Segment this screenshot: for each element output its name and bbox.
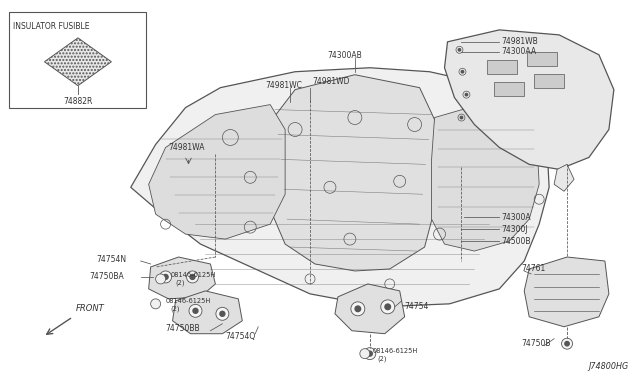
- Text: 74761: 74761: [521, 264, 545, 273]
- Polygon shape: [445, 30, 614, 169]
- Text: 74300J: 74300J: [501, 225, 528, 234]
- Circle shape: [381, 300, 395, 314]
- Text: 74300AA: 74300AA: [501, 47, 536, 56]
- Circle shape: [150, 299, 161, 309]
- Text: INSULATOR FUSIBLE: INSULATOR FUSIBLE: [13, 22, 90, 31]
- Circle shape: [156, 274, 166, 284]
- Text: 74750BB: 74750BB: [166, 324, 200, 333]
- Text: J74800HG: J74800HG: [589, 362, 629, 371]
- Polygon shape: [148, 105, 285, 239]
- Circle shape: [355, 306, 361, 312]
- Circle shape: [190, 275, 195, 279]
- Text: 74981WD: 74981WD: [312, 77, 349, 86]
- Text: 74750BA: 74750BA: [89, 272, 124, 282]
- Text: 74300AB: 74300AB: [328, 51, 362, 60]
- Text: 74981WC: 74981WC: [265, 81, 302, 90]
- Polygon shape: [148, 257, 216, 299]
- Circle shape: [351, 302, 365, 316]
- Text: FRONT: FRONT: [76, 304, 105, 313]
- Circle shape: [360, 349, 370, 359]
- Circle shape: [465, 93, 468, 96]
- Bar: [487, 60, 517, 74]
- Circle shape: [193, 308, 198, 313]
- Text: 74882R: 74882R: [63, 97, 93, 106]
- Bar: [534, 74, 564, 88]
- Text: 08146-6125H: 08146-6125H: [171, 272, 216, 278]
- Bar: [527, 52, 557, 66]
- Text: 74754Q: 74754Q: [225, 332, 255, 341]
- Bar: [494, 82, 524, 96]
- Polygon shape: [335, 284, 404, 334]
- Polygon shape: [9, 12, 146, 108]
- Circle shape: [216, 307, 229, 320]
- Polygon shape: [44, 38, 111, 86]
- Circle shape: [189, 304, 202, 317]
- Polygon shape: [173, 291, 243, 334]
- Circle shape: [163, 275, 168, 279]
- Circle shape: [364, 348, 376, 360]
- Polygon shape: [131, 68, 549, 307]
- Circle shape: [561, 338, 573, 349]
- Text: 74300A: 74300A: [501, 213, 531, 222]
- Text: 08146-6125H: 08146-6125H: [372, 348, 418, 354]
- Circle shape: [159, 271, 172, 283]
- Text: 74981WB: 74981WB: [501, 37, 538, 46]
- Text: 08146-6125H: 08146-6125H: [166, 298, 211, 304]
- Circle shape: [367, 351, 372, 356]
- Circle shape: [186, 271, 198, 283]
- Text: (2): (2): [378, 355, 387, 362]
- Circle shape: [220, 311, 225, 316]
- Circle shape: [461, 71, 463, 73]
- Circle shape: [385, 304, 390, 310]
- Polygon shape: [554, 164, 574, 191]
- Text: 74754N: 74754N: [96, 254, 126, 263]
- Text: (2): (2): [175, 280, 185, 286]
- Text: 74754: 74754: [404, 302, 429, 311]
- Text: 74981WA: 74981WA: [168, 143, 205, 152]
- Text: 74750B: 74750B: [521, 339, 551, 348]
- Text: (2): (2): [171, 305, 180, 312]
- Polygon shape: [524, 257, 609, 327]
- Text: 74500B: 74500B: [501, 237, 531, 246]
- Circle shape: [458, 49, 461, 51]
- Circle shape: [565, 341, 569, 346]
- Polygon shape: [431, 105, 539, 251]
- Circle shape: [460, 116, 463, 119]
- Polygon shape: [268, 75, 440, 271]
